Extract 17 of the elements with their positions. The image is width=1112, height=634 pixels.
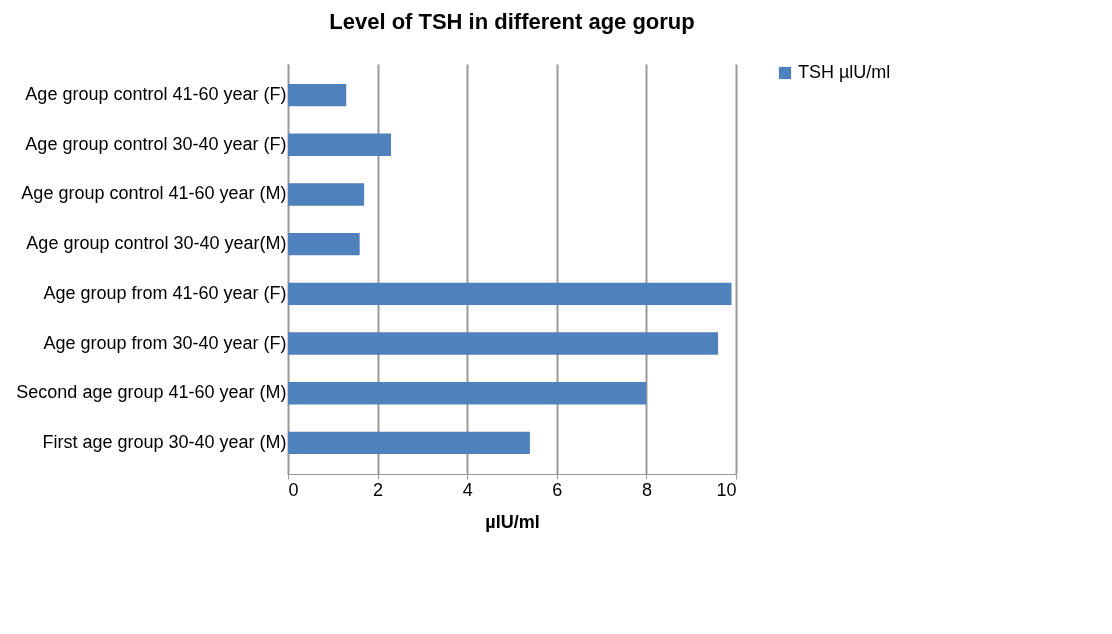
x-tick-label: 10 <box>716 479 737 500</box>
x-tick-label: 0 <box>288 479 299 500</box>
y-tick-label: Age group control 30-40 year(M) <box>26 233 287 254</box>
y-tick-label: Age group control 41-60 year (F) <box>25 84 287 105</box>
x-tick-label: 8 <box>641 479 652 500</box>
y-tick-label: Age group from 41-60 year (F) <box>43 282 287 303</box>
x-tick-label: 6 <box>552 479 563 500</box>
legend-label: TSH µlU/ml <box>798 62 891 82</box>
x-tick-label: 2 <box>373 479 384 500</box>
chart-title: Level of TSH in different age gorup <box>329 9 695 34</box>
y-tick-label: First age group 30-40 year (M) <box>42 431 287 452</box>
x-tick-label: 4 <box>462 479 473 500</box>
y-tick-label: Age group control 41-60 year (M) <box>21 183 287 204</box>
y-tick-label: Second age group 41-60 year (M) <box>16 382 287 403</box>
x-axis-title: µlU/ml <box>485 511 540 532</box>
y-tick-label: Age group control 30-40 year (F) <box>25 133 287 154</box>
y-tick-label: Age group from 30-40 year (F) <box>43 332 287 353</box>
